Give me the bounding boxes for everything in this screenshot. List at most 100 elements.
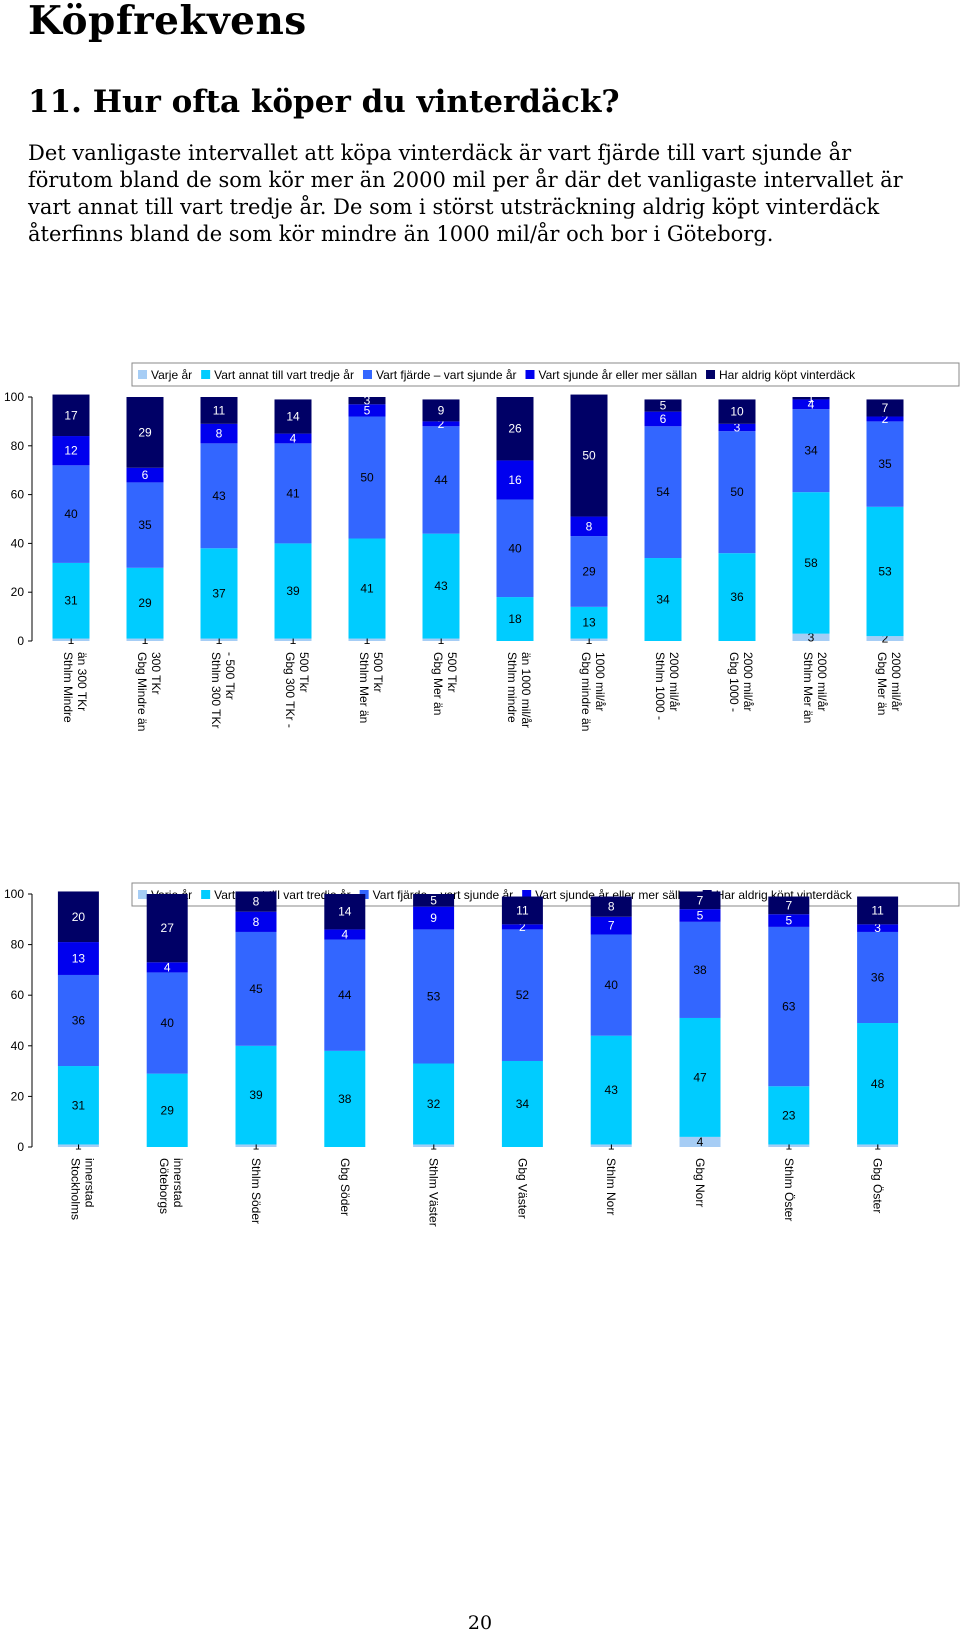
category-label-line: Gbg Mindre än bbox=[135, 652, 149, 731]
bar-segment bbox=[857, 931, 899, 1024]
bar-segment bbox=[501, 929, 543, 1061]
bar-segment bbox=[718, 399, 756, 424]
bar-segment bbox=[570, 536, 608, 607]
legend-label-5: Har aldrig köpt vinterdäck bbox=[716, 888, 853, 902]
bar-segment bbox=[679, 1017, 721, 1137]
bar-segment bbox=[413, 1144, 455, 1147]
bar-segment bbox=[792, 397, 830, 400]
data-label: 9 bbox=[438, 403, 445, 417]
bar-segment bbox=[679, 1136, 721, 1147]
data-label: 5 bbox=[785, 914, 792, 928]
bar-segment bbox=[126, 482, 164, 568]
data-label: 2 bbox=[882, 412, 889, 426]
data-label: 36 bbox=[871, 970, 885, 984]
bar-segment bbox=[718, 423, 756, 432]
data-label: 50 bbox=[582, 449, 596, 463]
category-label-line: Sthlm Väster bbox=[427, 1158, 441, 1227]
data-label: 31 bbox=[72, 1098, 86, 1112]
bar-segment bbox=[570, 606, 608, 639]
question-heading: 11. Hur ofta köper du vinterdäck? bbox=[28, 84, 620, 120]
data-label: 1 bbox=[586, 633, 593, 647]
data-label: 9 bbox=[430, 911, 437, 925]
bar-segment bbox=[866, 636, 904, 641]
category-label: Sthlm Söder bbox=[249, 1158, 263, 1224]
category-label-line: Gbg Söder bbox=[338, 1158, 352, 1216]
category-label-line: än 300 TKr bbox=[75, 652, 89, 711]
data-label: 44 bbox=[338, 988, 352, 1002]
data-label: 41 bbox=[286, 486, 300, 500]
bar-segment bbox=[57, 1144, 99, 1147]
legend-swatch-2 bbox=[201, 370, 211, 379]
category-label-line: Sthlm mindre bbox=[505, 652, 519, 723]
bar-segment bbox=[274, 399, 312, 434]
data-label: 1 bbox=[364, 633, 371, 647]
bar-segment bbox=[274, 638, 312, 641]
data-label: 39 bbox=[249, 1088, 263, 1102]
data-label: 45 bbox=[249, 982, 263, 996]
data-label: 26 bbox=[508, 422, 522, 436]
category-label-line: Sthlm Söder bbox=[249, 1158, 263, 1224]
data-label: 41 bbox=[360, 582, 374, 596]
data-label: 36 bbox=[72, 1014, 86, 1028]
data-label: 29 bbox=[138, 425, 152, 439]
data-label: 37 bbox=[212, 586, 226, 600]
bar-segment bbox=[866, 416, 904, 422]
bar-segment bbox=[146, 1073, 188, 1147]
bar-segment bbox=[52, 562, 90, 639]
bar-segment bbox=[679, 891, 721, 910]
data-label: 18 bbox=[508, 612, 522, 626]
category-label-line: Sthlm Öster bbox=[782, 1158, 796, 1221]
bar-segment bbox=[590, 1035, 632, 1145]
legend-label-4: Vart sjunde år eller mer sällan bbox=[535, 888, 694, 902]
category-label: Gbg Mer än 500 Tkr bbox=[431, 652, 459, 715]
bar-segment bbox=[866, 399, 904, 417]
category-label: Sthlm Mer än 500 Tkr bbox=[357, 652, 385, 723]
bar-segment bbox=[200, 638, 238, 641]
category-label-line: Stockholms bbox=[68, 1158, 82, 1220]
bar-segment bbox=[768, 896, 810, 915]
data-label: 43 bbox=[434, 579, 448, 593]
data-label: 8 bbox=[608, 900, 615, 914]
bar-segment bbox=[590, 916, 632, 935]
bar-segment bbox=[866, 506, 904, 637]
category-label: Gbg Mer än 2000 mil/år bbox=[875, 652, 903, 715]
category-label: Sthlm 300 TKr - 500 Tkr bbox=[209, 652, 237, 728]
category-label-line: Sthlm Mer än bbox=[801, 652, 815, 723]
bar-segment bbox=[146, 962, 188, 973]
category-label-line: Sthlm Mindre bbox=[61, 652, 75, 723]
y-tick-label: 60 bbox=[11, 988, 25, 1002]
data-label: 50 bbox=[730, 485, 744, 499]
bar-segment bbox=[570, 638, 608, 641]
legend-label-2: Vart annat till vart tredje år bbox=[214, 368, 354, 382]
page-number: 20 bbox=[467, 1612, 493, 1634]
bar-segment bbox=[768, 914, 810, 927]
data-label: 39 bbox=[286, 584, 300, 598]
data-label: 1 bbox=[608, 1139, 615, 1153]
data-label: 53 bbox=[427, 989, 441, 1003]
data-label: 1 bbox=[785, 1139, 792, 1153]
data-label: 3 bbox=[364, 394, 371, 408]
bar-segment bbox=[422, 421, 460, 427]
bar-segment bbox=[718, 553, 756, 641]
data-label: 7 bbox=[697, 893, 704, 907]
bar-segment bbox=[235, 931, 277, 1046]
category-label-line: Gbg Öster bbox=[871, 1158, 885, 1213]
bar-segment bbox=[348, 404, 386, 417]
category-label: Sthlm Mindre än 300 TKr bbox=[61, 652, 89, 723]
data-label: 52 bbox=[516, 988, 530, 1002]
data-label: 4 bbox=[290, 431, 297, 445]
legend-label-1: Varje år bbox=[151, 368, 192, 382]
category-label-line: innerstad bbox=[171, 1158, 185, 1207]
bar-segment bbox=[57, 1066, 99, 1145]
bar-segment bbox=[718, 431, 756, 554]
data-label: 20 bbox=[72, 910, 86, 924]
y-tick-label: 100 bbox=[4, 887, 24, 901]
data-label: 11 bbox=[516, 903, 529, 917]
bar-segment bbox=[57, 974, 99, 1067]
bar-segment bbox=[52, 436, 90, 466]
bar-segment bbox=[590, 934, 632, 1036]
bar-segment bbox=[413, 906, 455, 930]
data-label: 8 bbox=[253, 915, 260, 929]
data-label: 1 bbox=[438, 633, 445, 647]
